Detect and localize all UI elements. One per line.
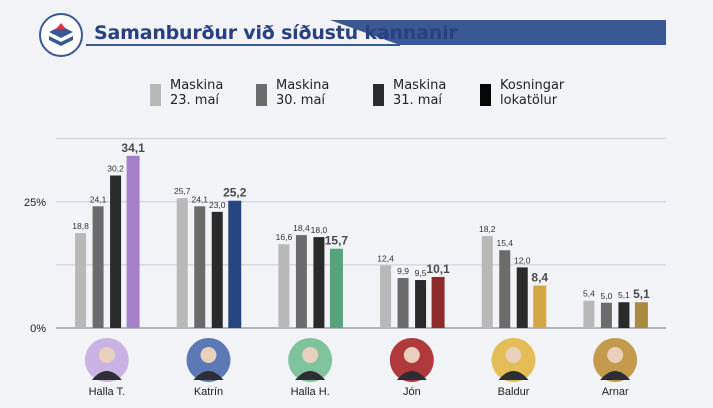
bar: [329, 248, 343, 328]
bar-value-label: 16,6: [276, 232, 293, 242]
legend-item: Kosningar lokatölur: [480, 78, 564, 108]
header-accent-bar: [330, 20, 666, 45]
bar: [415, 280, 427, 328]
bar: [75, 233, 87, 328]
legend-label-line1: Kosningar: [500, 78, 565, 93]
bar-value-label: 12,4: [377, 253, 394, 263]
bar: [533, 285, 547, 328]
x-tick-label: Jón: [403, 386, 421, 398]
bar: [583, 300, 595, 328]
legend-swatch: [373, 84, 384, 106]
legend-label-line2: 30. maí: [276, 93, 326, 108]
bar-value-label: 12,0: [514, 255, 531, 265]
header-banner: [86, 20, 666, 46]
legend-label-line1: Maskina: [170, 78, 224, 93]
legend-label-line2: 31. maí: [393, 93, 443, 108]
bar: [110, 175, 122, 328]
bar: [92, 206, 104, 328]
bar-value-label: 10,1: [426, 262, 450, 276]
bar: [618, 302, 630, 328]
legend-swatch: [150, 84, 161, 106]
bar-value-label: 18,0: [311, 225, 328, 235]
y-tick-label: 0%: [30, 323, 46, 335]
legend-item: Maskina 23. maí: [150, 78, 223, 108]
bar: [126, 155, 140, 328]
bar-value-label: 9,9: [397, 266, 409, 276]
bar: [380, 265, 392, 328]
bar: [278, 244, 290, 328]
y-tick-label: 25%: [24, 197, 46, 209]
bar: [431, 276, 445, 328]
bar-value-label: 5,1: [633, 287, 650, 301]
bar: [634, 302, 648, 328]
bar-value-label: 9,5: [415, 268, 427, 278]
bar: [499, 250, 511, 328]
x-tick-label: Halla H.: [291, 386, 330, 398]
bar-value-label: 18,8: [72, 221, 89, 231]
legend-label-line1: Maskina: [393, 78, 447, 93]
legend-label-line2: lokatölur: [500, 93, 558, 108]
ballot-box-icon: [39, 13, 83, 57]
x-tick-label: Arnar: [602, 386, 629, 398]
legend-item: Maskina 30. maí: [256, 78, 329, 108]
bar: [228, 200, 242, 328]
bar-value-label: 30,2: [107, 163, 124, 173]
bar-value-label: 24,1: [191, 194, 208, 204]
bar-value-label: 34,1: [121, 141, 145, 155]
x-tick-label: Halla T.: [89, 386, 125, 398]
bar-value-label: 24,1: [90, 194, 107, 204]
bar-value-label: 15,4: [496, 238, 513, 248]
bar-value-label: 25,7: [174, 186, 191, 196]
bar: [481, 236, 493, 328]
bar-value-label: 23,0: [209, 200, 226, 210]
bar-value-label: 18,2: [479, 224, 496, 234]
candidate-portrait-icon: [193, 347, 224, 380]
legend-label-line2: 23. maí: [170, 93, 220, 108]
bar: [295, 235, 307, 328]
legend-item: Maskina 31. maí: [373, 78, 446, 108]
bar-value-label: 25,2: [223, 186, 247, 200]
page-title: Samanburður við síðustu kannanir: [94, 22, 458, 44]
bar-value-label: 5,0: [601, 291, 613, 301]
x-tick-label: Baldur: [498, 386, 530, 398]
bar-value-label: 15,7: [325, 234, 349, 248]
candidate-portrait-icon: [295, 347, 326, 380]
candidate-portrait-icon: [600, 347, 631, 380]
bar: [211, 211, 223, 328]
bar-value-label: 5,4: [583, 289, 595, 299]
candidate-portrait-icon: [498, 347, 529, 380]
bar-value-label: 5,1: [618, 290, 630, 300]
bar: [313, 237, 325, 328]
legend-label-line1: Maskina: [276, 78, 330, 93]
bar-value-label: 8,4: [531, 271, 548, 285]
bar: [176, 198, 188, 328]
legend-swatch: [480, 84, 491, 106]
bar: [600, 302, 612, 328]
candidate-portrait-icon: [396, 347, 427, 380]
x-tick-label: Katrín: [194, 386, 223, 398]
bar: [194, 206, 206, 328]
legend-swatch: [256, 84, 267, 106]
bar: [397, 278, 409, 328]
bar: [516, 267, 528, 328]
candidate-portrait-icon: [91, 347, 122, 380]
bar-value-label: 18,4: [293, 223, 310, 233]
